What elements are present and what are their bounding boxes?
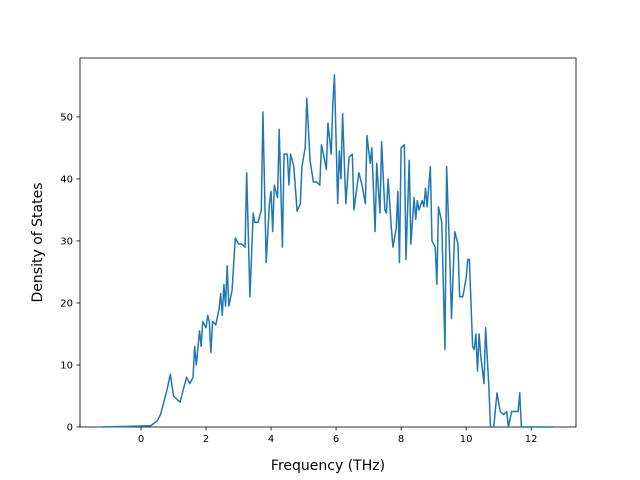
x-tick-label: 10 <box>460 434 473 445</box>
line <box>101 73 554 428</box>
y-tick-label: 50 <box>60 112 73 123</box>
plot-frame <box>79 57 577 428</box>
y-tick-label: 40 <box>60 174 73 185</box>
x-axis-label: Frequency (THz) <box>271 458 385 474</box>
x-tick-label: 6 <box>333 434 339 445</box>
y-tick-label: 20 <box>60 298 73 309</box>
y-tick-label: 10 <box>60 360 73 371</box>
x-tick-label: 4 <box>268 434 274 445</box>
y-axis-label: Density of States <box>30 183 46 303</box>
x-tick-label: 12 <box>525 434 538 445</box>
x-tick-label: 2 <box>203 434 209 445</box>
x-tick-label: 8 <box>398 434 404 445</box>
y-tick-label: 0 <box>67 423 73 434</box>
y-tick-label: 30 <box>60 236 73 247</box>
x-tick-label: 0 <box>138 434 144 445</box>
